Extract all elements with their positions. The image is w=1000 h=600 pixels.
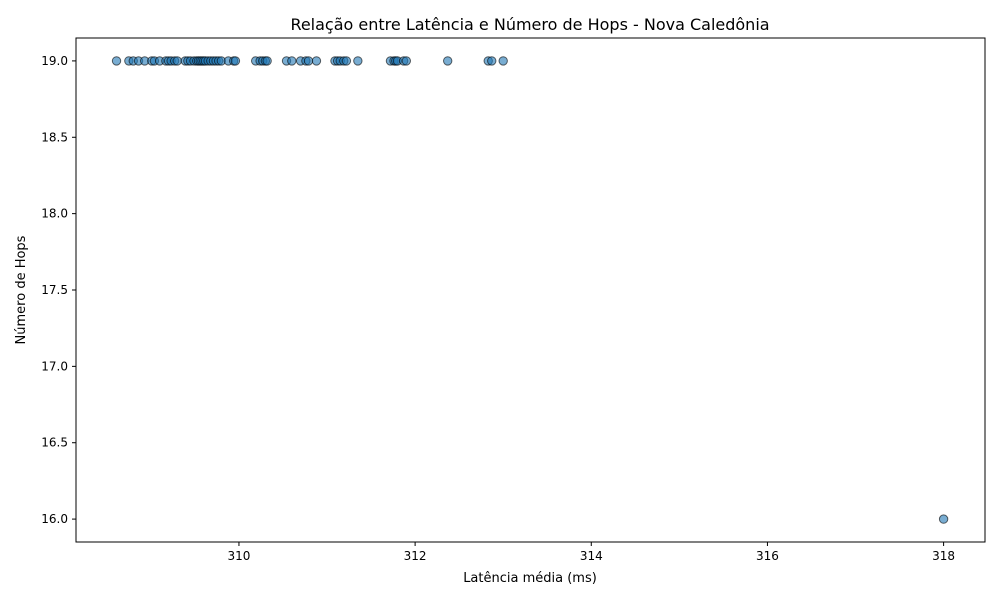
y-tick-label: 17.0 bbox=[41, 359, 68, 373]
data-point bbox=[303, 56, 314, 66]
y-axis-label: Número de Hops bbox=[14, 235, 29, 344]
y-tick-label: 18.0 bbox=[41, 207, 68, 221]
x-axis-ticks: 310 312 314 316 318 bbox=[227, 542, 955, 563]
x-axis-label: Latência média (ms) bbox=[463, 571, 597, 586]
data-point bbox=[230, 56, 241, 66]
data-point bbox=[287, 56, 297, 66]
y-tick-label: 16.5 bbox=[41, 436, 68, 450]
y-tick-label: 18.5 bbox=[41, 130, 68, 144]
data-point bbox=[262, 56, 272, 66]
data-point bbox=[487, 56, 497, 66]
data-points-layer bbox=[111, 56, 949, 524]
y-axis-ticks: 16.0 16.5 17.0 17.5 18.0 18.5 19.0 bbox=[41, 54, 76, 526]
y-tick-label: 16.0 bbox=[41, 512, 68, 526]
y-tick-label: 19.0 bbox=[41, 54, 68, 68]
chart-title: Relação entre Latência e Número de Hops … bbox=[290, 15, 769, 34]
data-point bbox=[938, 514, 949, 524]
x-tick-label: 314 bbox=[580, 549, 603, 563]
x-tick-label: 318 bbox=[932, 549, 955, 563]
data-point bbox=[443, 56, 453, 66]
data-point bbox=[341, 56, 352, 66]
data-point bbox=[401, 56, 412, 66]
x-tick-label: 312 bbox=[404, 549, 427, 563]
y-tick-label: 17.5 bbox=[41, 283, 68, 297]
data-point bbox=[172, 56, 182, 66]
data-point bbox=[353, 56, 363, 66]
data-point bbox=[111, 56, 122, 66]
x-tick-label: 310 bbox=[227, 549, 250, 563]
data-point bbox=[311, 56, 322, 66]
data-point bbox=[498, 56, 508, 66]
plot-area-frame bbox=[75, 37, 986, 543]
x-tick-label: 316 bbox=[756, 549, 779, 563]
